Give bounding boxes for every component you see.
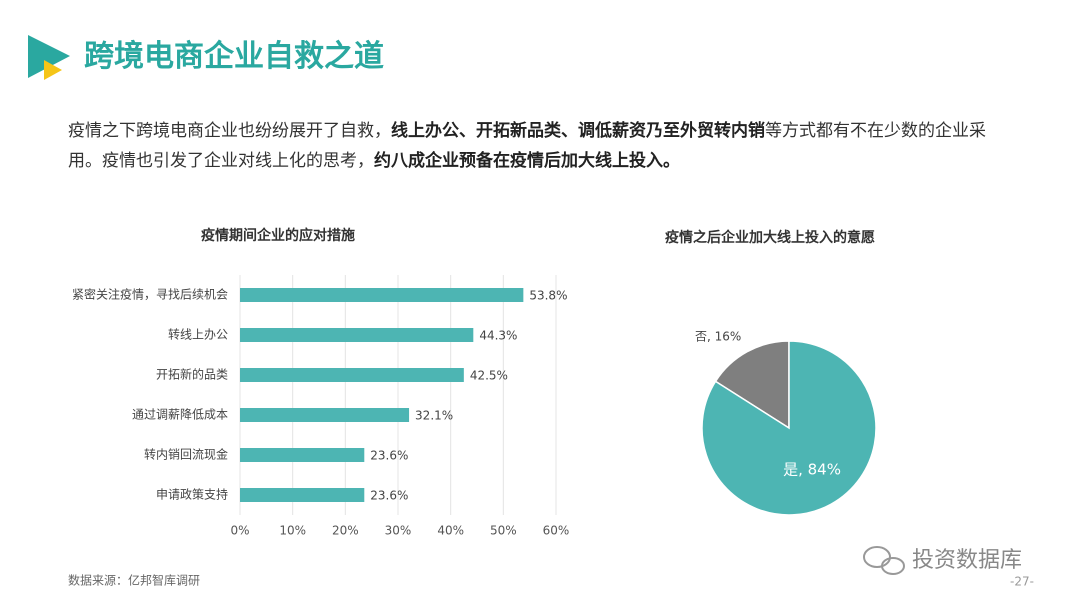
pie-slice bbox=[714, 340, 790, 430]
value-label: 23.6% bbox=[370, 489, 408, 503]
bar-chart-title: 疫情期间企业的应对措施 bbox=[201, 227, 355, 244]
bold-text: 线上办公、开拓新品类、调低薪资乃至外贸转内销 bbox=[391, 121, 765, 141]
y-tick-label: 转线上办公 bbox=[168, 327, 228, 342]
x-tick-label: 20% bbox=[332, 524, 359, 538]
intro-paragraph: 疫情之下跨境电商企业也纷纷展开了自救，线上办公、开拓新品类、调低薪资乃至外贸转内… bbox=[68, 116, 1018, 176]
x-tick-label: 10% bbox=[279, 524, 306, 538]
x-tick-label: 50% bbox=[490, 524, 517, 538]
pie-chart-title: 疫情之后企业加大线上投入的意愿 bbox=[665, 229, 875, 246]
y-tick-label: 开拓新的品类 bbox=[156, 367, 228, 382]
value-label: 53.8% bbox=[529, 289, 567, 303]
x-tick-label: 0% bbox=[230, 524, 249, 538]
slice-label: 否, 16% bbox=[695, 330, 741, 344]
x-tick-label: 30% bbox=[385, 524, 412, 538]
y-tick-label: 申请政策支持 bbox=[156, 487, 228, 502]
page-number: -27- bbox=[1010, 575, 1034, 589]
bar bbox=[240, 408, 410, 422]
y-tick-label: 通过调薪降低成本 bbox=[132, 408, 228, 422]
value-label: 23.6% bbox=[370, 449, 408, 463]
bar bbox=[240, 368, 464, 382]
page-title: 跨境电商企业自救之道 bbox=[84, 39, 384, 74]
value-label: 32.1% bbox=[415, 409, 453, 423]
x-tick-label: 60% bbox=[543, 524, 570, 538]
pie-slice bbox=[701, 340, 877, 516]
x-tick-label: 40% bbox=[437, 524, 464, 538]
logo-icon bbox=[28, 35, 70, 78]
text: 疫情之下跨境电商企业也纷纷展开了自救， bbox=[68, 121, 391, 141]
y-tick-label: 紧密关注疫情，寻找后续机会 bbox=[72, 287, 228, 302]
value-label: 42.5% bbox=[470, 369, 508, 383]
bar bbox=[240, 328, 474, 342]
bar bbox=[240, 288, 524, 302]
value-label: 44.3% bbox=[479, 329, 517, 343]
bar bbox=[240, 448, 365, 462]
text: 等方式都有不在少数的企业采用。疫情也引发了企业对线上化的思考， bbox=[68, 121, 986, 171]
bar bbox=[240, 488, 365, 502]
logo-accent bbox=[44, 60, 62, 80]
watermark: 投资数据库 bbox=[912, 548, 1022, 573]
slice-label: 是, 84% bbox=[783, 460, 841, 478]
watermark-icon bbox=[863, 546, 905, 575]
bold-text: 约八成企业预备在疫情后加大线上投入。 bbox=[374, 151, 680, 171]
source-note: 数据来源：亿邦智库调研 bbox=[68, 573, 200, 588]
y-tick-label: 转内销回流现金 bbox=[144, 447, 228, 462]
